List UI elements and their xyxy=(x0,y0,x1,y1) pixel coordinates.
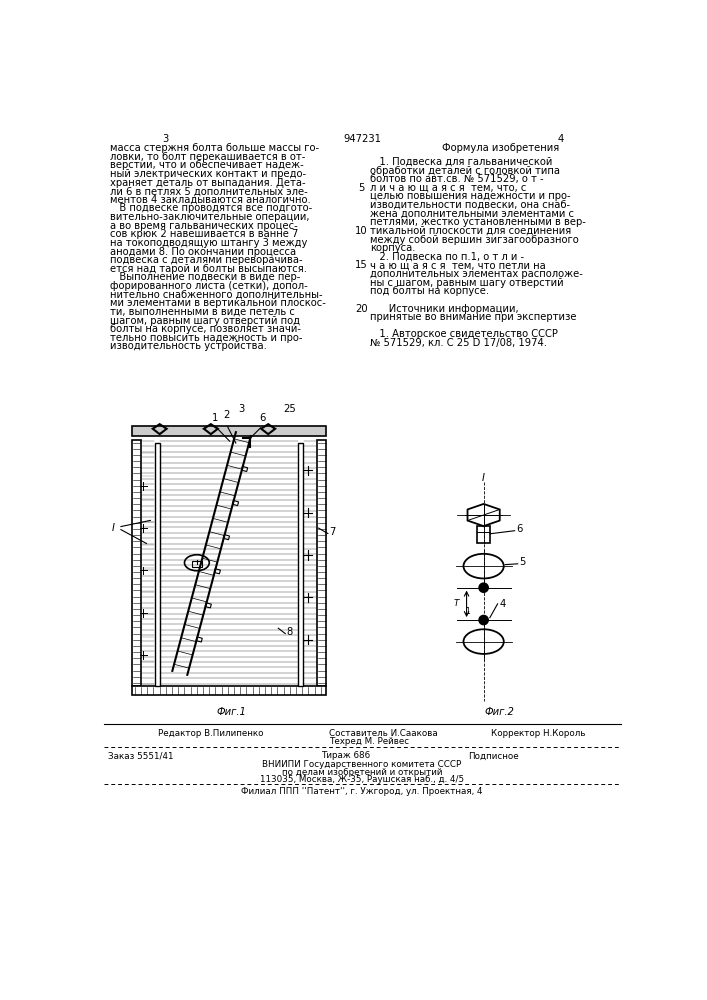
Text: Составитель И.Саакова: Составитель И.Саакова xyxy=(329,729,438,738)
Text: тикальной плоскости для соединения: тикальной плоскости для соединения xyxy=(370,226,571,236)
Text: ны с шагом, равным шагу отверстий: ны с шагом, равным шагу отверстий xyxy=(370,278,563,288)
Text: ментов 4 закладываются аналогично.: ментов 4 закладываются аналогично. xyxy=(110,195,311,205)
Text: 1. Авторское свидетельство СССР: 1. Авторское свидетельство СССР xyxy=(370,329,558,339)
Text: петлями, жестко установленными в вер-: петлями, жестко установленными в вер- xyxy=(370,217,585,227)
Text: корпуса.: корпуса. xyxy=(370,243,415,253)
Text: обработки деталей с головкой типа: обработки деталей с головкой типа xyxy=(370,166,560,176)
Text: изводительность устройства.: изводительность устройства. xyxy=(110,341,267,351)
Text: ется над тарой и болты высыпаются.: ется над тарой и болты высыпаются. xyxy=(110,264,307,274)
Text: форированного листа (сетки), допол-: форированного листа (сетки), допол- xyxy=(110,281,308,291)
Text: изводительности подвески, она снаб-: изводительности подвески, она снаб- xyxy=(370,200,570,210)
Text: 15: 15 xyxy=(355,260,368,270)
Text: 20: 20 xyxy=(355,304,368,314)
Text: 947231: 947231 xyxy=(343,134,381,144)
Text: 6: 6 xyxy=(259,413,266,423)
Text: 2: 2 xyxy=(223,410,230,420)
Text: В подвеске проводятся все подгото-: В подвеске проводятся все подгото- xyxy=(110,203,312,213)
Text: шагом, равным шагу отверстий под: шагом, равным шагу отверстий под xyxy=(110,316,300,326)
Bar xyxy=(132,440,141,686)
Text: T: T xyxy=(453,599,459,608)
Bar xyxy=(298,443,303,686)
Text: болты на корпусе, позволяет значи-: болты на корпусе, позволяет значи- xyxy=(110,324,301,334)
Text: I: I xyxy=(112,523,115,533)
Text: 4: 4 xyxy=(558,134,564,144)
Text: 3: 3 xyxy=(238,404,244,414)
Text: 25: 25 xyxy=(284,404,296,414)
Bar xyxy=(132,686,327,695)
Text: ти, выполненными в виде петель с: ти, выполненными в виде петель с xyxy=(110,307,295,317)
Bar xyxy=(132,426,327,436)
Text: ловки, то болт перекашивается в от-: ловки, то болт перекашивается в от- xyxy=(110,152,305,162)
Text: по делам изобретений и открытий: по делам изобретений и открытий xyxy=(281,768,442,777)
Text: I: I xyxy=(482,473,485,483)
Text: тельно повысить надежность и про-: тельно повысить надежность и про- xyxy=(110,333,303,343)
Bar xyxy=(317,440,327,686)
Text: Филиал ППП ''Патент'', г. Ужгород, ул. Проектная, 4: Филиал ППП ''Патент'', г. Ужгород, ул. П… xyxy=(241,787,483,796)
Text: 8: 8 xyxy=(286,627,292,637)
Text: 1. Подвеска для гальванической: 1. Подвеска для гальванической xyxy=(370,157,552,167)
Text: а во время гальванических процес-: а во время гальванических процес- xyxy=(110,221,298,231)
Text: дополнительных элементах расположе-: дополнительных элементах расположе- xyxy=(370,269,583,279)
Text: ми элементами в вертикальной плоскос-: ми элементами в вертикальной плоскос- xyxy=(110,298,326,308)
Text: Редактор В.Пилипенко: Редактор В.Пилипенко xyxy=(158,729,264,738)
Text: анодами 8. По окончании процесса: анодами 8. По окончании процесса xyxy=(110,247,296,257)
Text: храняет деталь от выпадания. Дета-: храняет деталь от выпадания. Дета- xyxy=(110,178,305,188)
Text: 10: 10 xyxy=(355,226,368,236)
Text: Источники информации,: Источники информации, xyxy=(370,304,518,314)
Text: целью повышения надежности и про-: целью повышения надежности и про- xyxy=(370,191,571,201)
Text: верстии, что и обеспечивает надеж-: верстии, что и обеспечивает надеж- xyxy=(110,160,304,170)
Text: Фиг.1: Фиг.1 xyxy=(217,707,247,717)
Text: Подписное: Подписное xyxy=(468,751,519,760)
Text: 1: 1 xyxy=(211,413,218,423)
Text: ный электрических контакт и предо-: ный электрических контакт и предо- xyxy=(110,169,306,179)
Text: № 571529, кл. С 25 D 17/08, 1974.: № 571529, кл. С 25 D 17/08, 1974. xyxy=(370,338,547,348)
Text: Заказ 5551/41: Заказ 5551/41 xyxy=(107,751,173,760)
Text: Тираж 686: Тираж 686 xyxy=(321,751,370,760)
Text: 3: 3 xyxy=(163,134,169,144)
Text: 7: 7 xyxy=(329,527,336,537)
Circle shape xyxy=(479,583,489,592)
Text: Выполнение подвески в виде пер-: Выполнение подвески в виде пер- xyxy=(110,272,300,282)
Text: Формула изобретения: Формула изобретения xyxy=(442,143,559,153)
Ellipse shape xyxy=(464,629,504,654)
Text: Корректор Н.Король: Корректор Н.Король xyxy=(491,729,586,738)
Text: 4: 4 xyxy=(499,599,506,609)
Text: между собой вершин зигзагообразного: между собой вершин зигзагообразного xyxy=(370,235,578,245)
Text: ли 6 в петлях 5 дополнительных эле-: ли 6 в петлях 5 дополнительных эле- xyxy=(110,186,308,196)
Circle shape xyxy=(479,615,489,625)
Text: подвеска с деталями переворачива-: подвеска с деталями переворачива- xyxy=(110,255,303,265)
Text: болтов по авт.св. № 571529, о т -: болтов по авт.св. № 571529, о т - xyxy=(370,174,543,184)
Text: ВНИИПИ Государственного комитета СССР: ВНИИПИ Государственного комитета СССР xyxy=(262,760,462,769)
Ellipse shape xyxy=(464,554,504,578)
Text: 1: 1 xyxy=(465,607,469,616)
Ellipse shape xyxy=(185,555,209,571)
Text: 113035, Москва, Ж-35, Раушская наб., д. 4/5: 113035, Москва, Ж-35, Раушская наб., д. … xyxy=(260,775,464,784)
Text: л и ч а ю щ а я с я  тем, что, с: л и ч а ю щ а я с я тем, что, с xyxy=(370,183,526,193)
Text: нительно снабженного дополнительны-: нительно снабженного дополнительны- xyxy=(110,290,322,300)
Text: вительно-заключительные операции,: вительно-заключительные операции, xyxy=(110,212,310,222)
Text: 5: 5 xyxy=(519,557,525,567)
Text: масса стержня болта больше массы го-: масса стержня болта больше массы го- xyxy=(110,143,319,153)
Text: ч а ю щ а я с я  тем, что петли на: ч а ю щ а я с я тем, что петли на xyxy=(370,260,545,270)
Text: под болты на корпусе.: под болты на корпусе. xyxy=(370,286,489,296)
Text: Техред М. Рейвес: Техред М. Рейвес xyxy=(329,737,409,746)
Bar xyxy=(155,443,160,686)
Text: 5: 5 xyxy=(358,183,364,193)
Text: принятые во внимание при экспертизе: принятые во внимание при экспертизе xyxy=(370,312,576,322)
Text: 6: 6 xyxy=(516,524,522,534)
Bar xyxy=(477,526,490,543)
Bar xyxy=(192,561,201,567)
Text: сов крюк 2 навешивается в ванне 7: сов крюк 2 навешивается в ванне 7 xyxy=(110,229,298,239)
Text: на токоподводящую штангу 3 между: на токоподводящую штангу 3 между xyxy=(110,238,308,248)
Text: Фиг.2: Фиг.2 xyxy=(484,707,514,717)
Text: 2. Подвеска по п.1, о т л и -: 2. Подвеска по п.1, о т л и - xyxy=(370,252,524,262)
Text: жена дополнительными элементами с: жена дополнительными элементами с xyxy=(370,209,573,219)
